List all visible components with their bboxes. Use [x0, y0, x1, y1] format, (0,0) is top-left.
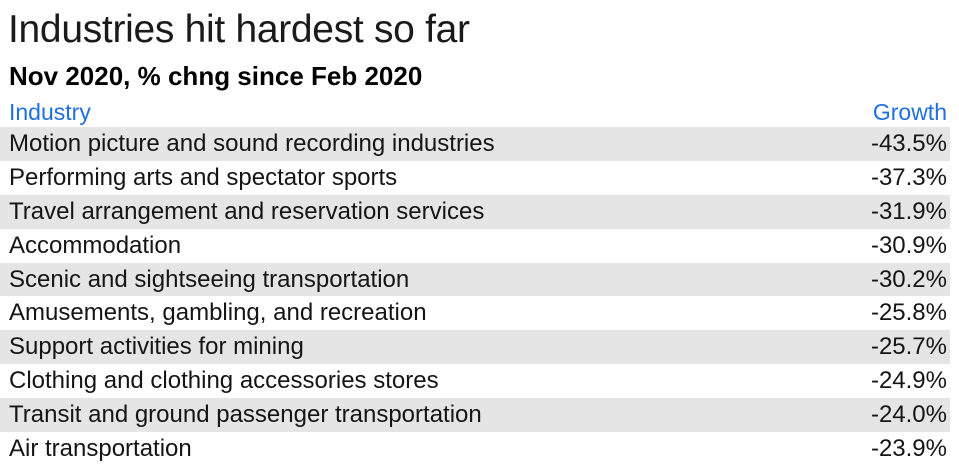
chart-subtitle: Nov 2020, % chng since Feb 2020: [9, 61, 423, 91]
growth-cell: -25.8%: [870, 299, 947, 327]
industry-cell: Amusements, gambling, and recreation: [9, 299, 427, 327]
table-row: Motion picture and sound recording indus…: [0, 127, 950, 161]
growth-cell: -30.2%: [870, 265, 947, 293]
growth-cell: -23.9%: [870, 435, 947, 463]
industry-cell: Accommodation: [9, 231, 182, 259]
table-row: Performing arts and spectator sports -37.…: [0, 161, 950, 195]
table-row: Travel arrangement and reservation servi…: [0, 194, 950, 229]
table-body: Motion picture and sound recording indus…: [0, 127, 959, 466]
growth-cell: -37.3%: [870, 163, 947, 191]
industry-cell: Travel arrangement and reservation servi…: [9, 197, 485, 225]
table-row: Support activities for mining -25.7%: [0, 330, 950, 365]
growth-cell: -25.7%: [870, 333, 947, 361]
industry-cell: Scenic and sightseeing transportation: [9, 265, 410, 293]
industry-cell: Motion picture and sound recording indus…: [9, 130, 495, 157]
industry-cell: Support activities for mining: [9, 333, 304, 361]
growth-cell: -24.0%: [870, 401, 947, 429]
industry-cell: Transit and ground passenger transportat…: [9, 401, 482, 429]
table-row: Amusements, gambling, and recreation -25.…: [0, 296, 950, 330]
industry-cell: Air transportation: [9, 435, 192, 463]
table-row: Scenic and sightseeing transportation -30…: [0, 262, 950, 297]
table-header-row: Industry Growth: [0, 97, 950, 127]
column-header-growth: Growth: [872, 99, 947, 125]
growth-cell: -30.9%: [870, 231, 947, 259]
table-row: Transit and ground passenger transportat…: [0, 398, 950, 433]
growth-cell: -31.9%: [870, 197, 947, 225]
chart-title: Industries hit hardest so far: [8, 8, 470, 51]
column-header-industry: Industry: [9, 99, 91, 125]
table-row: Accommodation -30.9%: [0, 229, 950, 263]
data-table: Industry Growth Motion picture and sound…: [0, 97, 959, 466]
table-row: Air transportation -23.9%: [0, 432, 950, 466]
table-row: Clothing and clothing accessories stores…: [0, 364, 950, 398]
growth-cell: -24.9%: [870, 367, 947, 395]
industry-cell: Clothing and clothing accessories stores: [9, 367, 439, 395]
growth-cell: -43.5%: [870, 130, 947, 157]
industry-cell: Performing arts and spectator sports: [9, 163, 398, 191]
